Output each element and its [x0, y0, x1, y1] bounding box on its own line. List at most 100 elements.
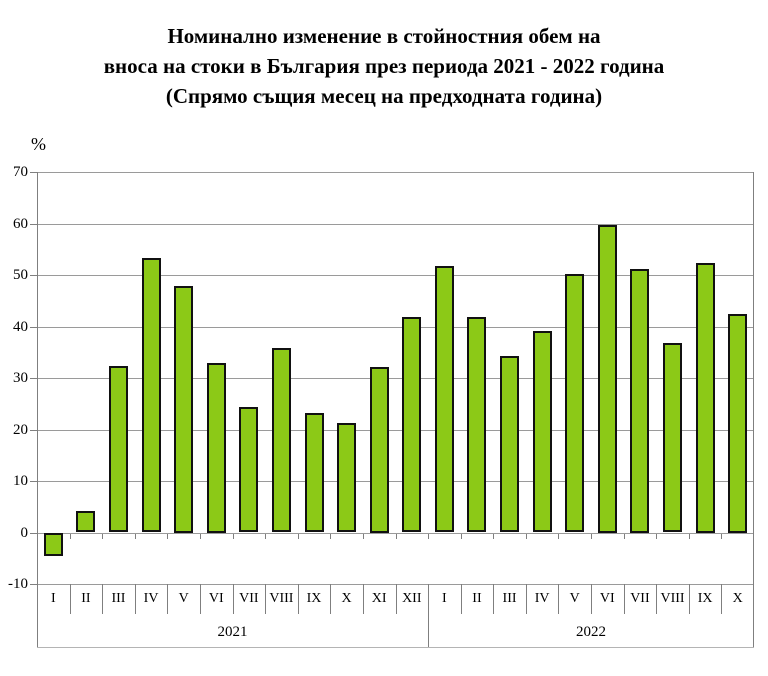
gridline-40 — [37, 327, 754, 328]
zero-line-category-tick — [656, 534, 657, 539]
bar-2022-II — [467, 317, 486, 532]
year-label-2022: 2022 — [576, 624, 606, 640]
gridline-30 — [37, 378, 754, 379]
x-axis-label-2021-X: X — [341, 591, 352, 606]
y-axis-tick-label-30: 30 — [13, 370, 28, 386]
zero-line-category-tick — [298, 534, 299, 539]
bar-2021-III — [109, 366, 128, 532]
x-axis-label-2021-VII: VII — [239, 591, 259, 606]
zero-line-category-tick — [428, 534, 429, 539]
month-separator — [493, 584, 494, 614]
bar-2022-V — [565, 274, 584, 532]
bar-2022-IX — [696, 263, 715, 533]
bar-2021-VI — [207, 363, 226, 533]
x-axis-label-2021-I: I — [50, 591, 56, 606]
month-separator — [558, 584, 559, 614]
month-separator — [363, 584, 364, 614]
bar-chart-plot-area: 70 60 50 40 30 20 10 0 -10 I II III IV V VI VII VIII IX X X… — [8, 164, 754, 648]
chart-title-line-3: (Спрямо същия месец на предходната годин… — [165, 84, 603, 108]
y-axis-tick-label-20: 20 — [13, 422, 28, 438]
plot-right-border — [753, 172, 754, 647]
bar-2022-I — [435, 266, 454, 532]
y-axis-tick-30 — [30, 378, 37, 379]
zero-line-category-tick — [526, 534, 527, 539]
bar-2021-VII — [239, 407, 258, 532]
zero-line-category-tick — [200, 534, 201, 539]
gridline-70 — [37, 172, 754, 173]
x-axis-label-2021-VI: VI — [208, 591, 224, 606]
y-axis-tick-60 — [30, 224, 37, 225]
month-separator — [396, 584, 397, 614]
bar-2022-VIII — [663, 343, 682, 532]
chart-title-line-2: вноса на стоки в България през периода 2… — [103, 54, 665, 78]
month-separator — [200, 584, 201, 614]
y-axis-tick-10 — [30, 481, 37, 482]
zero-line-category-tick — [265, 534, 266, 539]
y-axis-tick-label-50: 50 — [13, 267, 28, 283]
y-axis-tick-label-10: 10 — [13, 473, 28, 489]
zero-line-category-tick — [233, 534, 234, 539]
month-separator — [265, 584, 266, 614]
x-axis-label-2021-IV: IV — [143, 591, 159, 606]
bar-2021-IX — [305, 413, 324, 532]
month-separator — [721, 584, 722, 614]
x-axis-label-2021-VIII: VIII — [269, 591, 294, 606]
zero-line-category-tick — [135, 534, 136, 539]
zero-line-category-tick — [396, 534, 397, 539]
y-axis-tick-0 — [30, 533, 37, 534]
zero-line-category-tick — [461, 534, 462, 539]
x-axis-label-2022-X: X — [732, 591, 743, 606]
bar-2021-XII — [402, 317, 421, 532]
y-axis-tick-label-0: 0 — [20, 525, 29, 541]
x-axis-label-2022-VIII: VIII — [660, 591, 685, 606]
month-separator — [330, 584, 331, 614]
y-axis-tick--10 — [30, 584, 37, 585]
y-axis-tick-label--10: -10 — [8, 576, 28, 592]
month-separator — [102, 584, 103, 614]
month-separator — [591, 584, 592, 614]
zero-line-category-tick — [70, 534, 71, 539]
month-separator — [624, 584, 625, 614]
x-axis-label-2021-XI: XI — [371, 591, 387, 606]
x-axis-label-2021-II: II — [81, 591, 91, 606]
x-axis-label-2022-V: V — [569, 591, 580, 606]
x-axis-label-2022-II: II — [472, 591, 482, 606]
bar-2021-XI — [370, 367, 389, 533]
zero-line-category-tick — [167, 534, 168, 539]
year-separator — [428, 584, 429, 647]
bar-2021-VIII — [272, 348, 291, 532]
x-axis-label-2022-IV: IV — [534, 591, 550, 606]
zero-line-category-tick — [330, 534, 331, 539]
zero-line-category-tick — [493, 534, 494, 539]
bar-2021-II — [76, 511, 95, 532]
y-axis-tick-50 — [30, 275, 37, 276]
x-axis-label-2022-III: III — [502, 591, 517, 606]
x-axis-label-2022-VI: VI — [599, 591, 615, 606]
y-axis-line — [37, 172, 38, 647]
gridline-0 — [37, 533, 754, 534]
zero-line-category-tick — [558, 534, 559, 539]
bar-2021-X — [337, 423, 356, 532]
bar-2022-X — [728, 314, 747, 533]
bar-2022-VII — [630, 269, 649, 533]
bar-2022-VI — [598, 225, 617, 533]
gridline--10 — [37, 584, 754, 585]
month-separator — [298, 584, 299, 614]
bar-2022-IV — [533, 331, 552, 532]
x-axis-label-2022-I: I — [442, 591, 447, 606]
month-separator — [70, 584, 71, 614]
month-separator — [461, 584, 462, 614]
y-axis-tick-label-60: 60 — [13, 216, 28, 232]
y-axis-tick-70 — [30, 172, 37, 173]
month-separator — [689, 584, 690, 614]
gridline-20 — [37, 430, 754, 431]
month-separator — [526, 584, 527, 614]
x-axis-label-2021-IX: IX — [306, 591, 322, 606]
y-axis-tick-20 — [30, 430, 37, 431]
month-separator — [167, 584, 168, 614]
month-separator — [656, 584, 657, 614]
x-axis-label-2022-VII: VII — [630, 591, 650, 606]
year-label-2021: 2021 — [217, 624, 248, 640]
zero-line-category-tick — [689, 534, 690, 539]
gridline-60 — [37, 224, 754, 225]
